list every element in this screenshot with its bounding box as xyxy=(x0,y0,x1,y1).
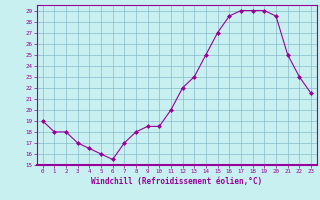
X-axis label: Windchill (Refroidissement éolien,°C): Windchill (Refroidissement éolien,°C) xyxy=(91,177,262,186)
